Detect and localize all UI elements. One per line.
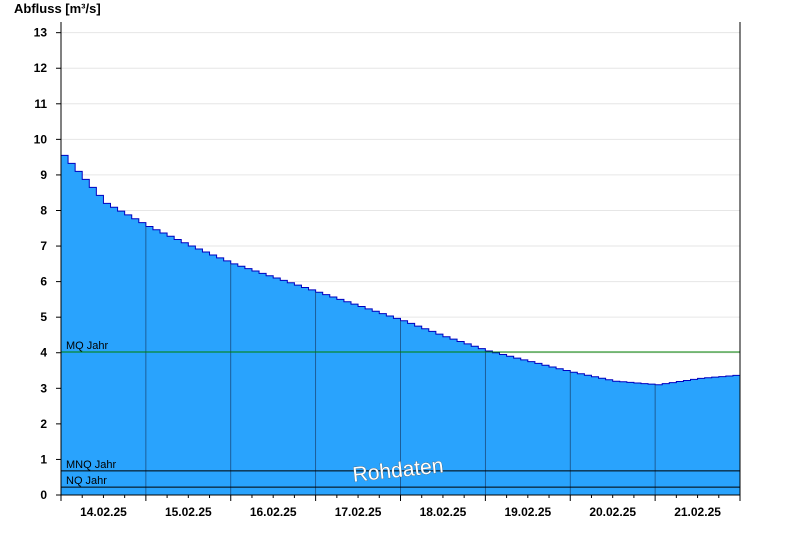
y-tick-label: 12 [34,61,48,75]
x-tick-label: 18.02.25 [420,505,467,519]
y-tick-label: 9 [40,168,47,182]
y-axis-title: Abfluss [m³/s] [14,1,101,16]
x-tick-label: 15.02.25 [165,505,212,519]
y-tick-label: 4 [40,346,47,360]
y-tick-label: 2 [40,417,47,431]
y-tick-label: 5 [40,310,47,324]
x-tick-label: 17.02.25 [335,505,382,519]
y-tick-label: 10 [34,132,48,146]
x-tick-label: 16.02.25 [250,505,297,519]
y-tick-label: 3 [40,381,47,395]
reference-label: NQ Jahr [66,475,107,487]
x-tick-label: 21.02.25 [674,505,721,519]
x-ticks: 14.02.25 15.02.25 16.02.25 17.02.25 18.02.25… [60,495,741,519]
y-tick-label: 7 [40,239,47,253]
y-tick-label: 6 [40,275,47,289]
day-separators [145,226,656,495]
x-tick-label: 19.02.25 [504,505,551,519]
y-tick-label: 13 [34,26,48,40]
y-tick-label: 1 [40,452,47,466]
y-tick-label: 11 [34,97,47,111]
x-tick-label: 20.02.25 [589,505,636,519]
reference-label: MNQ Jahr [66,459,116,471]
reference-label: MQ Jahr [66,340,109,352]
y-tick-label: 0 [40,488,47,502]
reference-lines: MQ Jahr MNQ Jahr NQ Jahr [61,340,740,488]
y-tick-label: 8 [40,203,47,217]
x-tick-label: 14.02.25 [80,505,127,519]
